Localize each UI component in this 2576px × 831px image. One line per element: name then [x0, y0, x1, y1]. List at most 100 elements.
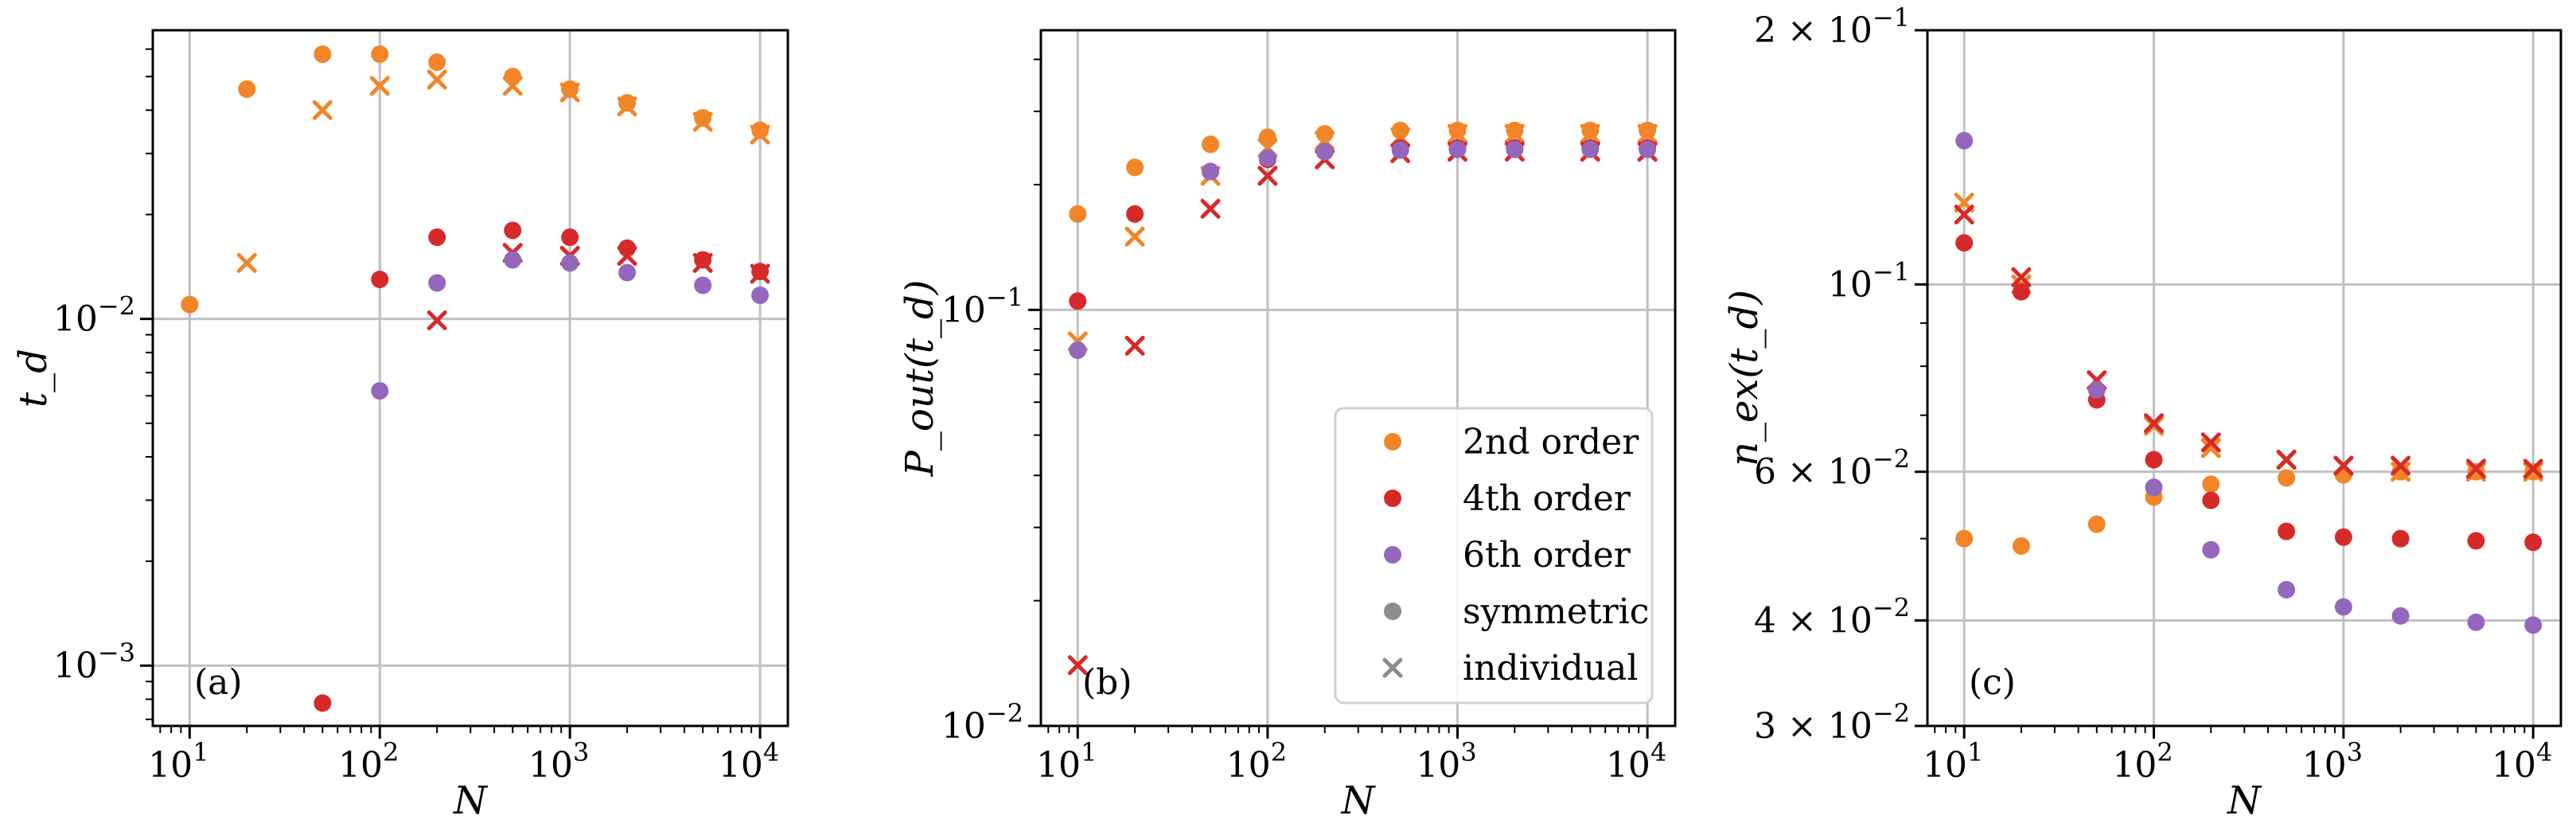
data-point	[2334, 598, 2352, 616]
series-4th-order-symmetric	[1955, 234, 2543, 552]
data-point	[2202, 491, 2220, 509]
data-point-x	[2391, 455, 2411, 476]
data-point	[2467, 613, 2485, 631]
y-tick-label: 10−1	[941, 282, 1023, 330]
data-point	[1126, 158, 1144, 177]
data-point	[618, 94, 637, 112]
data-point	[1069, 341, 1087, 359]
plot-frame	[151, 29, 789, 728]
x-tick-label: 103	[1416, 737, 1476, 786]
data-point-x	[312, 99, 333, 120]
data-point	[2278, 580, 2296, 599]
data-point	[1506, 121, 1524, 139]
data-point-x	[2391, 462, 2411, 482]
data-point	[2012, 283, 2030, 301]
data-point	[1448, 121, 1467, 139]
data-point-x	[2523, 458, 2543, 479]
series-4th-order-symmetric	[314, 221, 770, 712]
data-point-x	[559, 82, 580, 103]
legend-marker-x	[1382, 657, 1403, 678]
x-tick-label: 102	[338, 737, 399, 786]
data-point-x	[617, 245, 637, 266]
legend-marker-circle	[1384, 433, 1401, 451]
data-point-x	[692, 252, 713, 273]
data-point	[428, 53, 446, 72]
legend-marker-circle	[1384, 603, 1401, 620]
x-tick-label: 101	[1923, 737, 1983, 786]
y-tick-label: 10−2	[941, 698, 1023, 747]
data-point	[1581, 121, 1600, 139]
y-axis-label: t_d	[11, 349, 56, 408]
series-2nd-order-symmetric	[1069, 121, 1657, 223]
data-point	[428, 274, 446, 292]
data-point	[504, 68, 522, 86]
data-point-x	[427, 69, 447, 90]
x-tick-label: 103	[528, 737, 589, 786]
data-point	[2012, 536, 2030, 555]
legend-box	[1334, 407, 1654, 704]
y-axis-label: P_out(t_d)	[898, 280, 942, 478]
data-point	[1581, 140, 1600, 158]
data-point	[2145, 451, 2163, 469]
legend-item: 4th order	[1384, 478, 1631, 519]
data-point	[1069, 205, 1087, 223]
data-point	[2334, 528, 2352, 546]
data-point-x	[1954, 205, 1974, 225]
data-point-x	[2523, 462, 2543, 482]
series-2nd-order-individual	[1954, 193, 2543, 482]
data-point-x	[1637, 123, 1658, 144]
data-point	[1202, 135, 1220, 154]
data-point	[2524, 616, 2543, 634]
data-point	[2524, 533, 2543, 552]
x-tick-label: 104	[1606, 737, 1666, 786]
data-point	[2391, 607, 2410, 625]
data-point	[314, 45, 332, 64]
plot-frame	[1926, 29, 2562, 728]
data-point	[371, 271, 389, 289]
series-6th-order-symmetric	[371, 251, 770, 400]
x-tick-label: 103	[2302, 737, 2363, 786]
data-point-x	[1124, 335, 1145, 356]
data-point-x	[1448, 123, 1468, 144]
data-point	[1955, 529, 1974, 548]
data-point-x	[750, 263, 770, 284]
data-point	[1258, 149, 1276, 167]
data-point	[561, 228, 579, 247]
series-2nd-order-symmetric	[1955, 462, 2543, 555]
data-point-x	[1124, 226, 1145, 247]
data-point-x	[2200, 432, 2221, 453]
data-point	[2087, 380, 2106, 399]
series-2nd-order-symmetric	[181, 45, 770, 314]
data-point	[1391, 141, 1409, 159]
series-2nd-order-individual	[1067, 123, 1658, 352]
data-point	[751, 121, 770, 139]
data-point	[2202, 475, 2220, 494]
data-point-x	[2011, 267, 2032, 287]
y-tick-label: 6 × 10−2	[1754, 444, 1910, 493]
legend: 2nd order 4th order 6th order symmetric indi…	[1334, 407, 1654, 704]
data-point	[181, 295, 199, 314]
panel-label: (b)	[1082, 662, 1132, 703]
data-point	[428, 228, 446, 247]
legend-item: individual	[1382, 648, 1638, 689]
data-point-x	[1200, 198, 1221, 219]
data-point	[2278, 522, 2296, 540]
data-point-x	[369, 76, 390, 96]
data-point	[371, 45, 389, 64]
data-point	[371, 382, 389, 400]
data-point	[1639, 121, 1657, 139]
y-tick-label: 4 × 10−2	[1754, 592, 1910, 641]
data-point	[1069, 292, 1087, 310]
data-point	[1448, 140, 1467, 158]
series-4th-order-individual	[1954, 205, 2543, 479]
legend-item: symmetric	[1384, 591, 1649, 632]
data-point-x	[2465, 462, 2486, 482]
data-point	[751, 286, 770, 304]
data-point-x	[1504, 123, 1525, 144]
x-tick-label: 102	[1226, 737, 1287, 786]
series-6th-order-symmetric	[1955, 131, 2543, 634]
data-point	[2087, 515, 2106, 533]
data-point-x	[236, 252, 257, 273]
legend-label: individual	[1463, 648, 1638, 689]
legend-label: 4th order	[1463, 478, 1631, 519]
